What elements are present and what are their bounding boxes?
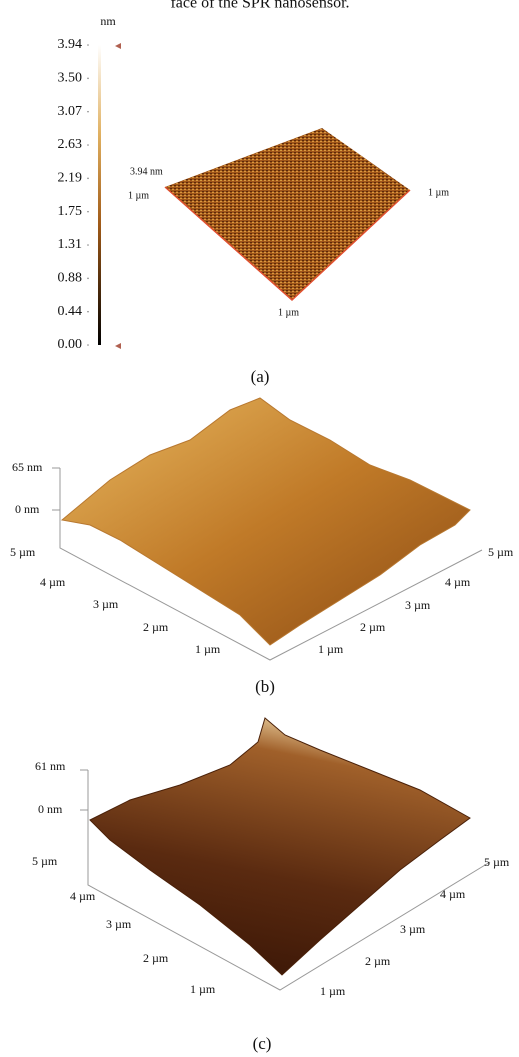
tick-label: 1 µm: [318, 642, 344, 656]
surface: [90, 718, 470, 975]
caption: (a): [251, 367, 270, 386]
tick-label: 4 µm: [40, 575, 66, 589]
tick-label: 2 µm: [360, 620, 386, 634]
z-label: 0 nm: [38, 802, 63, 816]
left-ticks: 4 µm 3 µm 2 µm 1 µm: [70, 889, 216, 996]
tick-dot: [87, 311, 89, 313]
corner-label: 5 µm: [10, 545, 36, 559]
colorbar-tick-label: 3.50: [58, 71, 83, 86]
colorbar-tick-label: 1.31: [58, 237, 83, 252]
colorbar-tick-label: 0.00: [58, 337, 83, 352]
z-label: 65 nm: [12, 460, 43, 474]
tick-label: 2 µm: [143, 951, 169, 965]
caption: (b): [255, 677, 275, 696]
axis-label: 1 µm: [128, 190, 149, 201]
tick-label: 5 µm: [484, 855, 510, 869]
tick-dot: [87, 44, 89, 46]
marker: [115, 43, 121, 49]
colorbar-tick-label: 0.88: [58, 271, 83, 286]
tick-dot: [87, 244, 89, 246]
tick-label: 2 µm: [143, 620, 169, 634]
axis-label: 1 µm: [428, 187, 449, 198]
header-fragment: face of the SPR nanosensor.: [170, 0, 349, 12]
colorbar-tick-label: 3.94: [58, 37, 83, 52]
tick-dot: [87, 278, 89, 280]
tick-label: 3 µm: [405, 598, 431, 612]
colorbar-tick-label: 3.07: [58, 104, 83, 119]
tick-dot: [87, 178, 89, 180]
surface: [165, 128, 410, 300]
colorbar-tick-label: 0.44: [58, 304, 83, 319]
colorbar-unit: nm: [100, 14, 116, 28]
page: face of the SPR nanosensor. nm 3.943.503…: [0, 0, 519, 1057]
tick-label: 3 µm: [400, 922, 426, 936]
tick-label: 5 µm: [488, 545, 514, 559]
tick-label: 3 µm: [93, 597, 119, 611]
colorbar-tick-label: 2.19: [58, 171, 83, 186]
z-label: 61 nm: [35, 759, 66, 773]
colorbar-ticks: 3.94 3.50 3.07 2.63 2.19 1.75 1.31 0.88 0.44 0.00: [58, 37, 89, 352]
caption: (c): [253, 1034, 272, 1053]
tick-label: 2 µm: [365, 954, 391, 968]
tick-label: 3 µm: [106, 917, 132, 931]
z-label: 0 nm: [15, 502, 40, 516]
tick-label: 1 µm: [190, 982, 216, 996]
marker: [115, 343, 121, 349]
tick-label: 1 µm: [195, 642, 221, 656]
tick-label: 1 µm: [320, 984, 346, 998]
tick-dot: [87, 144, 89, 146]
tick-label: 4 µm: [440, 887, 466, 901]
tick-dot: [87, 211, 89, 213]
tick-label: 4 µm: [445, 575, 471, 589]
tick-dot: [87, 78, 89, 80]
colorbar-tick-label: 2.63: [58, 137, 83, 152]
tick-label: 4 µm: [70, 889, 96, 903]
figure: face of the SPR nanosensor. nm 3.943.503…: [0, 0, 519, 1057]
colorbar-tick-label: 1.75: [58, 204, 83, 219]
colorbar: [98, 45, 101, 345]
tick-dot: [87, 344, 89, 346]
left-ticks: 4 µm 3 µm 2 µm 1 µm: [40, 575, 221, 656]
height-label: 3.94 nm: [130, 166, 163, 177]
tick-dot: [87, 111, 89, 113]
corner-label: 5 µm: [32, 854, 58, 868]
axis-label: 1 µm: [278, 307, 299, 318]
